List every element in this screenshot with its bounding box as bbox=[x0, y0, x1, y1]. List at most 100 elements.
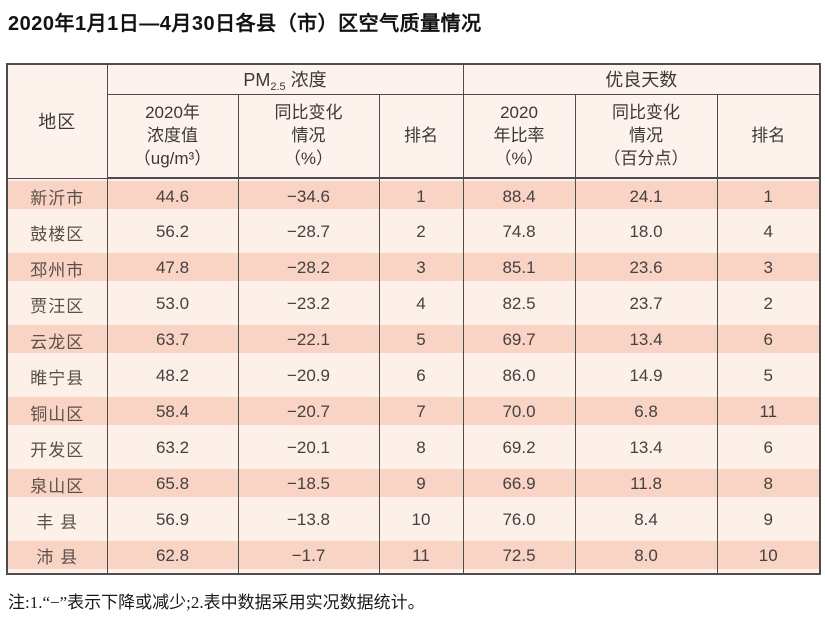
days-rate-cell: 82.5 bbox=[462, 286, 576, 322]
pm-change-cell: −20.9 bbox=[237, 358, 380, 394]
pm-value-cell: 65.8 bbox=[106, 466, 239, 502]
days-rank-cell: 11 bbox=[716, 394, 821, 430]
days-rate-cell: 76.0 bbox=[462, 502, 576, 538]
pm-change-cell: −23.2 bbox=[237, 286, 380, 322]
table-row: 睢宁县 48.2 −20.9 6 86.0 14.9 5 bbox=[6, 358, 821, 394]
region-cell: 铜山区 bbox=[6, 394, 108, 430]
col-header-days-rank: 排名 bbox=[716, 94, 821, 179]
header-line: 年比率 bbox=[493, 126, 545, 146]
col-header-pm-rank: 排名 bbox=[378, 94, 464, 179]
pm-rank-cell: 7 bbox=[378, 394, 464, 430]
pm-value-cell: 63.7 bbox=[106, 322, 239, 358]
page-title: 2020年1月1日—4月30日各县（市）区空气质量情况 bbox=[8, 13, 482, 35]
header-line: 情况 bbox=[629, 126, 664, 146]
region-cell: 邳州市 bbox=[6, 250, 108, 286]
days-rate-cell: 69.7 bbox=[462, 322, 576, 358]
footnote: 注:1.“−”表示下降或减少;2.表中数据采用实况数据统计。 bbox=[8, 593, 425, 612]
days-rank-cell: 6 bbox=[716, 430, 821, 466]
col-group-pm25: PM2.5 浓度 bbox=[106, 64, 464, 95]
header-line: （%） bbox=[494, 149, 544, 169]
pm25-label-prefix: PM bbox=[243, 69, 271, 90]
table-header: 地区 PM2.5 浓度 优良天数 2020年 浓度值 （ug/m³） 同比变化 情… bbox=[6, 64, 821, 179]
header-group-row: 地区 PM2.5 浓度 优良天数 bbox=[6, 64, 821, 179]
pm-change-cell: −28.7 bbox=[237, 214, 380, 250]
pm-value-cell: 44.6 bbox=[106, 178, 239, 214]
days-rank-cell: 10 bbox=[716, 538, 821, 574]
pm-rank-cell: 5 bbox=[378, 322, 464, 358]
header-line: 浓度值 bbox=[147, 126, 198, 146]
header-sub-row: 2020年 浓度值 （ug/m³） 同比变化 情况 （%） 排名 2020 年比… bbox=[7, 94, 821, 179]
days-rate-cell: 86.0 bbox=[462, 358, 576, 394]
header-line: （百分点） bbox=[603, 149, 689, 169]
days-rank-cell: 2 bbox=[716, 286, 821, 322]
pm-value-cell: 58.4 bbox=[106, 394, 239, 430]
days-rank-cell: 4 bbox=[716, 214, 821, 250]
days-change-cell: 13.4 bbox=[574, 430, 718, 466]
days-rank-cell: 8 bbox=[716, 466, 821, 502]
table-row: 沛 县 62.8 −1.7 11 72.5 8.0 10 bbox=[6, 538, 821, 574]
days-rate-cell: 72.5 bbox=[462, 538, 576, 574]
header-line: 2020年 bbox=[145, 103, 200, 123]
header-line: 情况 bbox=[291, 126, 326, 146]
pm-change-cell: −28.2 bbox=[237, 250, 380, 286]
header-line: 同比变化 bbox=[612, 103, 681, 123]
days-rate-cell: 69.2 bbox=[462, 430, 576, 466]
days-change-cell: 8.0 bbox=[574, 538, 718, 574]
days-rank-cell: 5 bbox=[716, 358, 821, 394]
pm-value-cell: 56.9 bbox=[106, 502, 239, 538]
pm25-label-suffix: 浓度 bbox=[290, 69, 327, 90]
pm25-subscript: 2.5 bbox=[270, 80, 286, 93]
days-rank-cell: 1 bbox=[716, 178, 821, 214]
table-row: 泉山区 65.8 −18.5 9 66.9 11.8 8 bbox=[6, 466, 821, 502]
table-row: 云龙区 63.7 −22.1 5 69.7 13.4 6 bbox=[6, 322, 821, 358]
pm-rank-cell: 6 bbox=[378, 358, 464, 394]
pm-value-cell: 63.2 bbox=[106, 430, 239, 466]
region-cell: 睢宁县 bbox=[6, 358, 108, 394]
days-rate-cell: 88.4 bbox=[462, 178, 576, 214]
region-cell: 开发区 bbox=[6, 430, 108, 466]
days-rate-cell: 66.9 bbox=[462, 466, 576, 502]
pm-value-cell: 62.8 bbox=[106, 538, 239, 574]
pm-value-cell: 53.0 bbox=[106, 286, 239, 322]
table-row: 丰 县 56.9 −13.8 10 76.0 8.4 9 bbox=[6, 502, 821, 538]
days-change-cell: 23.6 bbox=[574, 250, 718, 286]
region-cell: 丰 县 bbox=[6, 502, 108, 538]
region-cell: 泉山区 bbox=[6, 466, 108, 502]
header-line: （ug/m³） bbox=[133, 149, 212, 169]
pm-value-cell: 48.2 bbox=[106, 358, 239, 394]
days-change-cell: 8.4 bbox=[574, 502, 718, 538]
days-change-cell: 23.7 bbox=[574, 286, 718, 322]
table-row: 邳州市 47.8 −28.2 3 85.1 23.6 3 bbox=[6, 250, 821, 286]
table-row: 铜山区 58.4 −20.7 7 70.0 6.8 11 bbox=[6, 394, 821, 430]
pm-value-cell: 56.2 bbox=[106, 214, 239, 250]
days-rate-cell: 70.0 bbox=[462, 394, 576, 430]
col-group-good-days: 优良天数 bbox=[462, 64, 821, 95]
days-rank-cell: 9 bbox=[716, 502, 821, 538]
header-line: 同比变化 bbox=[274, 103, 343, 123]
region-cell: 鼓楼区 bbox=[6, 214, 108, 250]
pm-rank-cell: 10 bbox=[378, 502, 464, 538]
col-header-days-rate: 2020 年比率 （%） bbox=[462, 94, 576, 179]
table-row: 贾汪区 53.0 −23.2 4 82.5 23.7 2 bbox=[6, 286, 821, 322]
pm-rank-cell: 9 bbox=[378, 466, 464, 502]
pm-rank-cell: 4 bbox=[378, 286, 464, 322]
region-cell: 新沂市 bbox=[6, 178, 108, 214]
pm-rank-cell: 1 bbox=[378, 178, 464, 214]
days-rate-cell: 85.1 bbox=[462, 250, 576, 286]
region-cell: 贾汪区 bbox=[6, 286, 108, 322]
pm-change-cell: −20.7 bbox=[237, 394, 380, 430]
pm-change-cell: −34.6 bbox=[237, 178, 380, 214]
table-row: 鼓楼区 56.2 −28.7 2 74.8 18.0 4 bbox=[6, 214, 821, 250]
pm-value-cell: 47.8 bbox=[106, 250, 239, 286]
days-change-cell: 14.9 bbox=[574, 358, 718, 394]
header-line: （%） bbox=[283, 149, 334, 169]
region-cell: 沛 县 bbox=[6, 538, 108, 574]
pm-rank-cell: 8 bbox=[378, 430, 464, 466]
days-rate-cell: 74.8 bbox=[462, 214, 576, 250]
days-change-cell: 6.8 bbox=[574, 394, 718, 430]
col-header-pm-value: 2020年 浓度值 （ug/m³） bbox=[106, 94, 239, 179]
pm-change-cell: −22.1 bbox=[237, 322, 380, 358]
days-change-cell: 13.4 bbox=[574, 322, 718, 358]
days-rank-cell: 6 bbox=[716, 322, 821, 358]
